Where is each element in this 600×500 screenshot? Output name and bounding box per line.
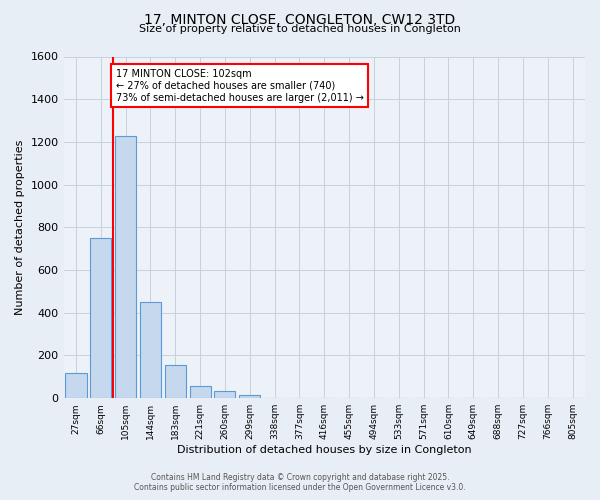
Bar	[190, 386, 211, 398]
Text: 17 MINTON CLOSE: 102sqm
← 27% of detached houses are smaller (740)
73% of semi-d: 17 MINTON CLOSE: 102sqm ← 27% of detache…	[116, 70, 364, 102]
Text: 17, MINTON CLOSE, CONGLETON, CW12 3TD: 17, MINTON CLOSE, CONGLETON, CW12 3TD	[145, 12, 455, 26]
Y-axis label: Number of detached properties: Number of detached properties	[15, 140, 25, 315]
Bar	[90, 238, 112, 398]
X-axis label: Distribution of detached houses by size in Congleton: Distribution of detached houses by size …	[177, 445, 472, 455]
Bar	[65, 372, 86, 398]
Text: Contains HM Land Registry data © Crown copyright and database right 2025.
Contai: Contains HM Land Registry data © Crown c…	[134, 473, 466, 492]
Bar	[214, 390, 235, 398]
Bar	[165, 365, 186, 398]
Bar	[239, 395, 260, 398]
Bar	[115, 136, 136, 398]
Bar	[140, 302, 161, 398]
Text: Size of property relative to detached houses in Congleton: Size of property relative to detached ho…	[139, 24, 461, 34]
